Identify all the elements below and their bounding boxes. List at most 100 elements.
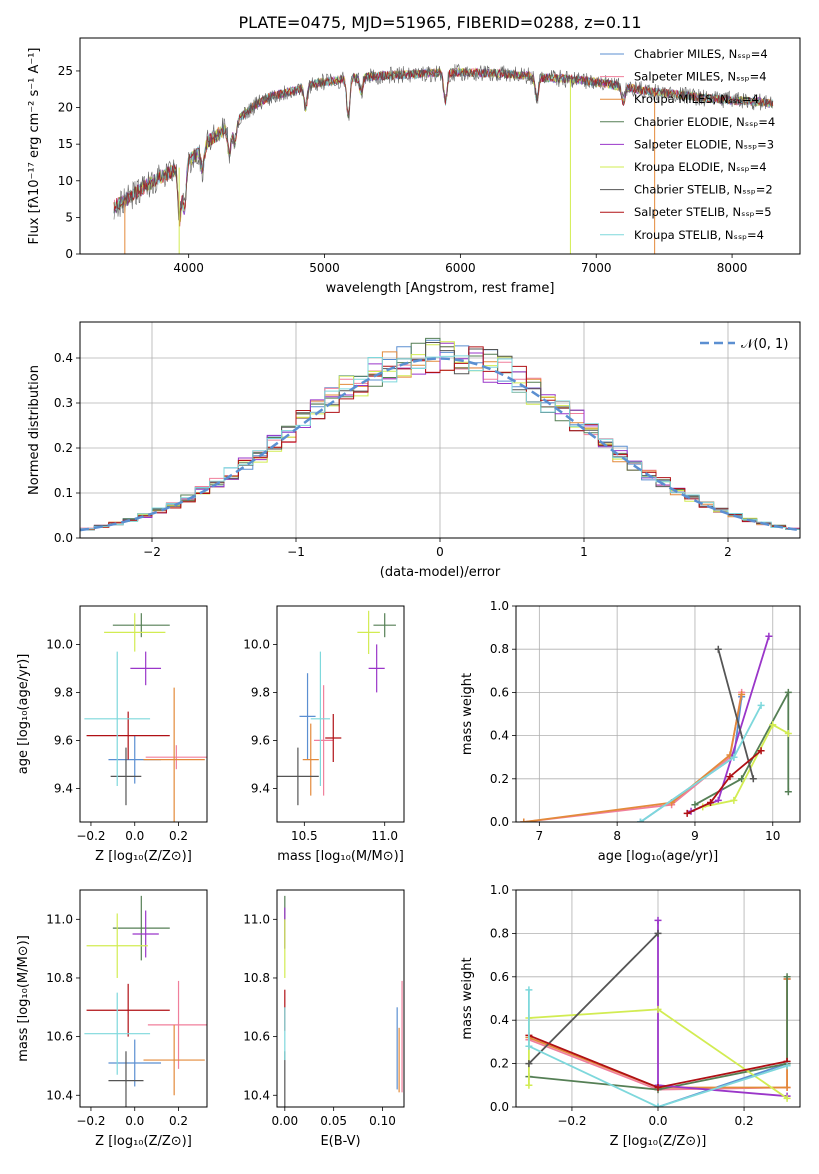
x-tick-label: 11.0 xyxy=(371,829,398,843)
panel-mass-weight-vs-Z: −0.2 0.0 0.2 0.0 0.2 0.4 0.6 0.8 1.0 Z [log₁₀(Z/Z… xyxy=(460,883,801,1149)
series-line-chabrier-elodie xyxy=(528,976,788,1091)
legend-label: Salpeter MILES, Nₛₛₚ=4 xyxy=(634,70,767,84)
series-marker xyxy=(525,986,533,994)
y-tick-label: 10.4 xyxy=(46,1088,73,1102)
plot-area xyxy=(284,895,403,1107)
legend-label: Chabrier ELODIE, Nₛₛₚ=4 xyxy=(634,115,775,129)
errorbar-point xyxy=(368,644,385,693)
series-marker xyxy=(769,721,777,729)
legend-label: Salpeter ELODIE, Nₛₛₚ=3 xyxy=(634,137,774,151)
legend-label: Kroupa MILES, Nₛₛₚ=4 xyxy=(634,92,759,106)
series-marker xyxy=(765,632,773,640)
errorbar-point xyxy=(104,613,166,652)
y-tick-label: 15 xyxy=(58,137,73,151)
y-tick-label: 10.0 xyxy=(46,637,73,651)
y-tick-label: 9.6 xyxy=(54,733,73,747)
legend-label: Chabrier STELIB, Nₛₛₚ=2 xyxy=(634,183,773,197)
errorbar-point xyxy=(313,685,334,796)
y-axis-label: Normed distribution xyxy=(27,365,42,495)
x-tick-label: 8 xyxy=(613,829,621,843)
errorbar-point xyxy=(86,913,148,978)
errorbar-point xyxy=(112,895,170,961)
y-tick-label: 0.0 xyxy=(490,815,509,829)
series-marker xyxy=(783,1094,791,1102)
y-axis-label: mass weight xyxy=(460,673,475,755)
series-line-chabrier-stelib xyxy=(717,648,755,780)
y-tick-label: 0.0 xyxy=(490,1100,509,1114)
plot-area xyxy=(113,63,774,254)
x-tick-label: 0.05 xyxy=(320,1114,347,1128)
x-tick-label: 0.2 xyxy=(169,829,188,843)
y-tick-label: 11.0 xyxy=(46,912,73,926)
series-marker xyxy=(784,729,792,737)
x-tick-label: −0.2 xyxy=(76,829,105,843)
series-marker xyxy=(757,701,765,709)
x-tick-label: 7000 xyxy=(581,261,612,275)
series-marker xyxy=(783,1083,791,1091)
y-tick-label: 0 xyxy=(65,247,73,261)
axes-frame xyxy=(276,605,405,823)
errorbar-point xyxy=(302,723,319,796)
errorbar-point xyxy=(373,613,396,638)
y-tick-label: 9.8 xyxy=(251,685,270,699)
x-axis-label: E(B-V) xyxy=(320,1134,360,1149)
errorbar-point xyxy=(310,651,331,786)
panel-residuals: −2 −1 0 1 2 0.0 0.1 0.2 0.3 0.4 𝒩(0, 1) (data-model… xyxy=(27,321,801,580)
y-tick-label: 0.3 xyxy=(54,396,73,410)
x-tick-label: −2 xyxy=(143,545,161,559)
plot-area xyxy=(520,632,792,822)
errorbar-point xyxy=(132,910,159,958)
x-axis-label: Z [log₁₀(Z/Z⊙)] xyxy=(95,1134,192,1149)
y-tick-label: 0.8 xyxy=(490,642,509,656)
y-tick-label: 0.2 xyxy=(490,1057,509,1071)
y-tick-label: 10.6 xyxy=(243,1030,270,1044)
y-tick-label: 0.4 xyxy=(54,351,73,365)
y-tick-label: 0.2 xyxy=(54,441,73,455)
spectrum-line-chabrier-stelib xyxy=(113,63,774,221)
errorbar-point xyxy=(277,747,319,806)
series-marker xyxy=(654,1005,662,1013)
y-tick-label: 10.8 xyxy=(46,971,73,985)
x-tick-label: 1 xyxy=(580,545,588,559)
legend-label: 𝒩(0, 1) xyxy=(741,337,788,352)
y-tick-label: 1.0 xyxy=(490,599,509,613)
y-tick-label: 25 xyxy=(58,64,73,78)
y-tick-label: 0.4 xyxy=(490,729,509,743)
errorbar-point xyxy=(108,1051,144,1107)
series-marker xyxy=(730,796,738,804)
legend: Chabrier MILES, Nₛₛₚ=4 Salpeter MILES, Nₛ… xyxy=(600,47,775,242)
panel-mass-vs-EBV: 0.00 0.05 0.10 10.4 10.6 10.8 11.0 E(B-V) xyxy=(243,889,405,1149)
x-tick-label: 4000 xyxy=(173,261,204,275)
y-tick-label: 11.0 xyxy=(243,912,270,926)
y-tick-label: 0.6 xyxy=(490,685,509,699)
plot-area xyxy=(84,613,207,822)
series-marker xyxy=(783,973,791,981)
errorbar-point xyxy=(84,992,151,1075)
histogram-kroupa-stelib xyxy=(80,355,800,530)
panel-spectrum: 4000 5000 6000 7000 8000 0 5 10 15 20 25 Chabrier M… xyxy=(27,37,801,296)
series-line-kroupa-stelib xyxy=(528,989,788,1107)
legend-label: Kroupa STELIB, Nₛₛₚ=4 xyxy=(634,228,764,242)
y-axis-label: age [log₁₀(age/yr)] xyxy=(16,654,31,775)
y-tick-label: 0.0 xyxy=(54,531,73,545)
errorbar-point xyxy=(86,711,170,760)
errorbar-point xyxy=(84,651,151,786)
panel-mass-weight-vs-age: 7 8 9 10 0.0 0.2 0.4 0.6 0.8 1.0 age [log₁₀(age/yr… xyxy=(460,599,801,864)
y-tick-label: 0.2 xyxy=(490,772,509,786)
y-axis-label: mass weight xyxy=(460,957,475,1039)
x-tick-label: 5000 xyxy=(309,261,340,275)
x-tick-label: 10.5 xyxy=(291,829,318,843)
y-tick-label: 20 xyxy=(58,101,73,115)
series-marker xyxy=(525,1060,533,1068)
axes-frame xyxy=(276,889,405,1108)
errorbar-point xyxy=(130,651,162,686)
series-marker xyxy=(757,747,765,755)
series-marker xyxy=(730,753,738,761)
axes-frame xyxy=(79,889,208,1108)
x-tick-label: 0.0 xyxy=(125,829,144,843)
legend-label: Kroupa ELODIE, Nₛₛₚ=4 xyxy=(634,160,767,174)
x-tick-label: 0.10 xyxy=(369,1114,396,1128)
y-tick-label: 9.4 xyxy=(54,781,73,795)
normal-curve xyxy=(80,357,800,532)
series-marker xyxy=(683,809,691,817)
